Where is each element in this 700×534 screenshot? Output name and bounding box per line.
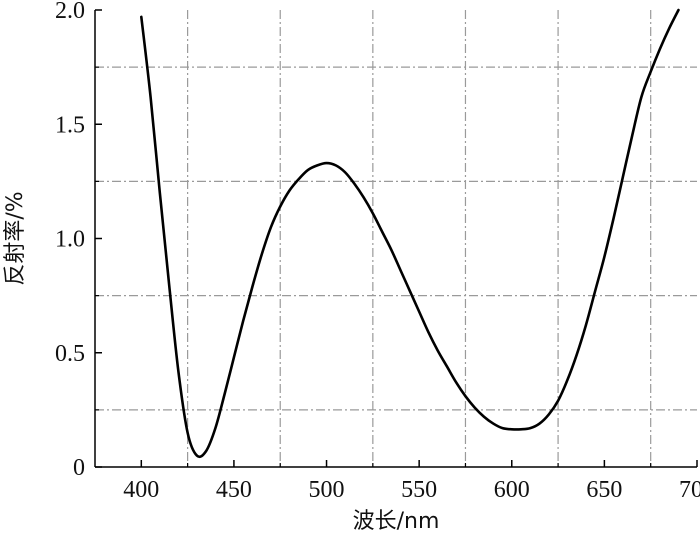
tick-labels: 400 450 500 550 600 650 700 0 0.5 1.0 1.5 2.0 (55, 0, 700, 503)
x-axis-title: 波长/nm (353, 509, 440, 534)
reflectance-curve (140, 8, 680, 459)
x-tick-label: 450 (216, 477, 252, 503)
x-tick-label: 400 (123, 477, 159, 503)
x-tick-label: 600 (494, 477, 530, 503)
y-tick-label: 0.5 (55, 341, 85, 367)
x-tick-label: 550 (401, 477, 437, 503)
series-layer (140, 8, 680, 459)
grid (95, 10, 697, 467)
y-tick-label: 0 (73, 455, 85, 481)
y-tick-label: 1.5 (55, 112, 85, 138)
x-tick-label: 650 (586, 477, 622, 503)
x-tick-label: 500 (309, 477, 345, 503)
y-axis-title: 反射率/% (3, 191, 28, 285)
x-tick-label: 700 (679, 477, 700, 503)
axes (94, 9, 698, 468)
y-tick-label: 1.0 (55, 227, 85, 253)
y-tick-label: 2.0 (55, 0, 85, 24)
